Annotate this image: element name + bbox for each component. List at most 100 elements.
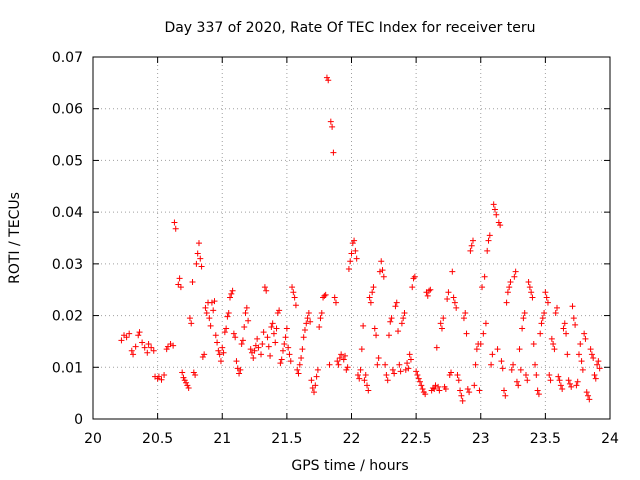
data-point [181,377,188,384]
data-point [504,289,511,296]
data-point [533,372,540,379]
data-point [264,334,271,341]
data-point [367,299,374,306]
data-point [135,332,142,339]
data-point [219,344,226,351]
y-tick-label: 0.06 [52,102,83,118]
data-point [141,344,148,351]
data-point [150,347,157,354]
data-point [236,370,243,377]
data-point [516,346,523,353]
data-point [331,294,338,301]
data-point [278,356,285,363]
data-point [530,341,537,348]
x-tick-label: 20 [84,431,102,447]
data-point [283,325,290,332]
data-point [176,275,183,282]
data-point [479,284,486,291]
y-tick-label: 0 [74,412,83,428]
data-point [442,386,449,393]
data-point [311,389,318,396]
data-point [223,325,230,332]
data-point [330,149,337,156]
data-point [573,382,580,389]
data-point [419,386,426,393]
data-point [529,294,536,301]
data-point [265,343,272,350]
data-point [491,206,498,213]
data-point [145,341,152,348]
data-point [282,334,289,341]
data-point [277,360,284,367]
data-point [501,387,508,394]
data-point [389,366,396,373]
data-point [388,315,395,322]
data-point [503,299,510,306]
data-point [391,370,398,377]
data-point [269,320,276,327]
data-point [528,289,535,296]
data-point [493,211,500,218]
data-point [375,354,382,361]
data-point [194,250,201,257]
data-point [203,309,210,316]
data-point [343,366,350,373]
data-point [550,341,557,348]
data-point [242,309,249,316]
data-point [555,373,562,380]
data-point [279,347,286,354]
data-point [243,304,250,311]
data-point [433,344,440,351]
data-point [329,123,336,130]
data-point [459,397,466,404]
data-point [393,299,400,306]
data-point [185,384,192,391]
data-point [365,387,372,394]
data-point [431,386,438,393]
data-point [245,317,252,324]
data-point [188,320,195,327]
data-point [546,372,553,379]
data-point [378,258,385,265]
data-point [227,294,234,301]
x-tick-label: 21 [213,431,231,447]
data-point [451,299,458,306]
data-point [312,382,319,389]
data-point [595,358,602,365]
data-point [551,346,558,353]
data-point [197,255,204,262]
data-point [486,232,493,239]
data-point [426,287,433,294]
data-point [507,278,514,285]
data-point [332,299,339,306]
data-point [463,330,470,337]
x-tick-label: 21.5 [271,431,302,447]
data-point [405,365,412,372]
data-point [296,361,303,368]
data-point [582,335,589,342]
data-point [237,366,244,373]
data-point [274,309,281,316]
data-point [136,329,143,336]
data-point [427,286,434,293]
data-point [522,372,529,379]
data-point [438,325,445,332]
data-point [354,372,361,379]
data-point [400,315,407,322]
data-point [417,378,424,385]
data-point [366,294,373,301]
data-point [410,275,417,282]
x-tick-label: 22.5 [401,431,432,447]
data-point [342,352,349,359]
data-point [345,266,352,273]
data-point [498,358,505,365]
data-point [352,247,359,254]
data-point [211,298,218,305]
data-point [445,289,452,296]
data-point [371,325,378,332]
data-point [561,320,568,327]
data-point [413,368,420,375]
data-point [303,320,310,327]
data-point [406,351,413,358]
